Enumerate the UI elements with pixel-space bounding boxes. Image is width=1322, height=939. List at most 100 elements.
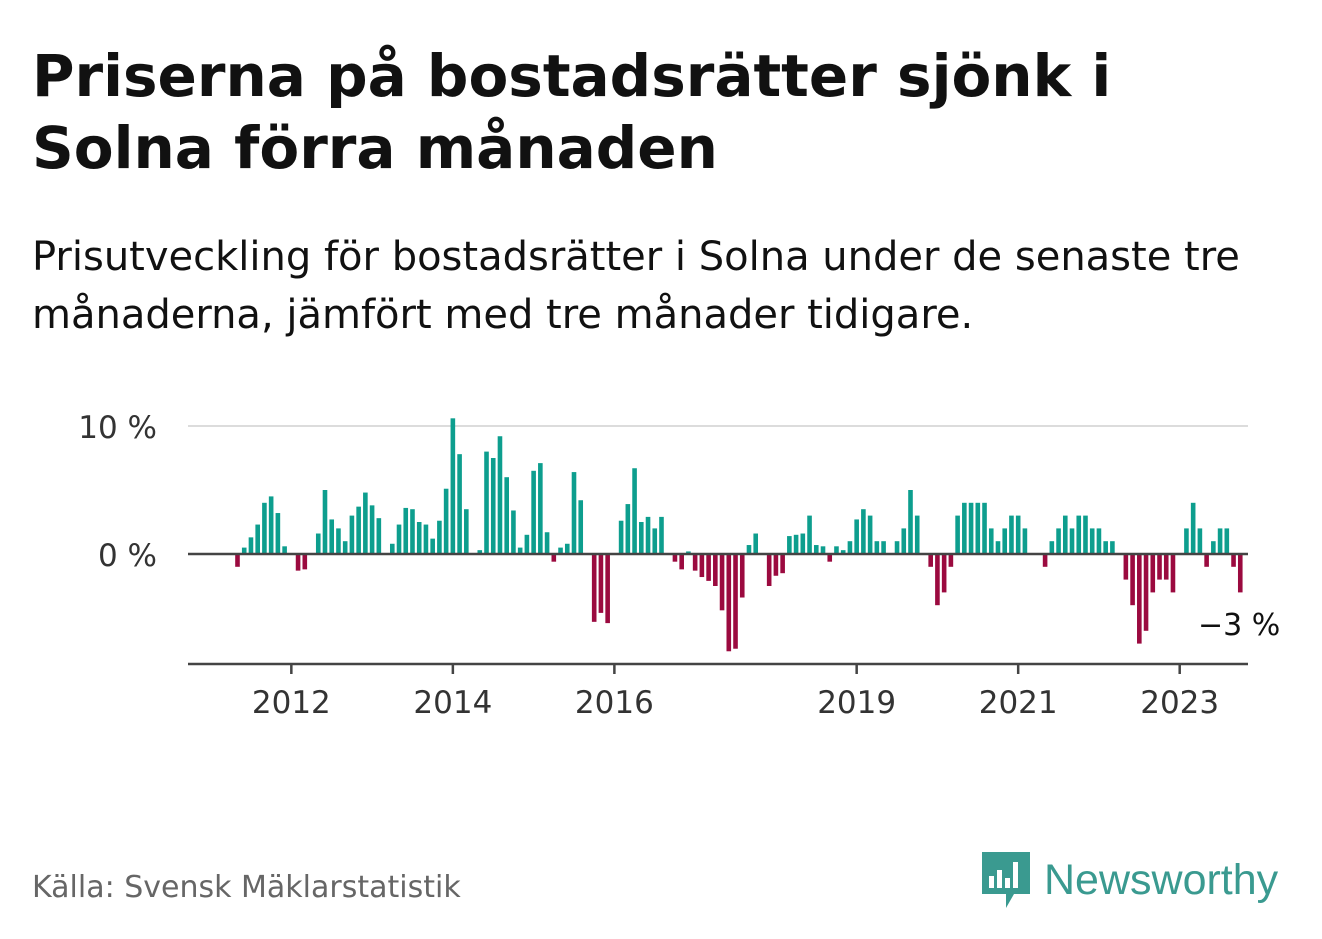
bar (820, 546, 826, 554)
bar (982, 502, 987, 554)
bar (773, 554, 779, 576)
bar (282, 546, 287, 554)
bar (322, 490, 328, 554)
bar (241, 547, 247, 554)
bar (928, 554, 933, 567)
bar (235, 554, 240, 567)
bar (988, 528, 994, 554)
bar (1009, 515, 1014, 554)
bar (645, 516, 651, 554)
bar (1137, 554, 1142, 644)
bar (369, 505, 375, 554)
bar (625, 504, 631, 554)
bar (672, 554, 678, 562)
bar (349, 515, 355, 554)
bar (962, 502, 967, 554)
bar (410, 509, 415, 554)
bar (598, 554, 604, 613)
bar (248, 537, 254, 554)
bar (571, 472, 577, 554)
bar (315, 533, 321, 554)
bar (262, 502, 267, 554)
bar (867, 515, 873, 554)
bar (558, 547, 563, 554)
bar (686, 551, 691, 554)
bar (1237, 554, 1243, 593)
bar (1231, 554, 1236, 567)
bar (1069, 528, 1075, 554)
bar (430, 538, 435, 554)
bar (1103, 541, 1108, 554)
bar (423, 524, 429, 554)
bar (874, 541, 880, 554)
bar (632, 468, 637, 554)
bar (268, 496, 274, 554)
bar (975, 502, 981, 554)
bar (1089, 528, 1095, 554)
bar (840, 550, 846, 554)
bar (1076, 515, 1082, 554)
x-tick-label: 2016 (575, 685, 654, 721)
bar (1157, 554, 1162, 580)
bar (1190, 502, 1196, 554)
bar (1204, 554, 1209, 567)
x-tick-label: 2014 (413, 685, 492, 721)
bar (295, 554, 301, 571)
chart-subtitle: Prisutveckling för bostadsrätter i Solna… (32, 234, 1240, 338)
bar (564, 543, 570, 554)
bar (255, 524, 260, 554)
axis-labels: 10 % 0 % 2012 2014 2016 2019 2021 2023 −3 % (78, 410, 1280, 721)
bar (517, 547, 523, 554)
bar (793, 534, 799, 554)
bar (1062, 515, 1068, 554)
source-note: Källa: Svensk Mäklarstatistik (32, 870, 461, 905)
bar (968, 502, 974, 554)
bar (854, 519, 859, 554)
bar (464, 509, 469, 554)
bar (1015, 515, 1021, 554)
bar (1002, 528, 1008, 554)
bar (389, 543, 395, 554)
bar (591, 554, 597, 622)
bar (1096, 528, 1102, 554)
bar (847, 541, 853, 554)
bar (1163, 554, 1169, 580)
bar (457, 454, 462, 554)
bar (497, 436, 503, 554)
bar (490, 458, 496, 554)
bar (1143, 554, 1149, 631)
bar (551, 554, 557, 562)
bar (342, 541, 348, 554)
bar (719, 554, 725, 611)
bar (511, 510, 516, 554)
bar (1184, 528, 1189, 554)
bar (713, 554, 718, 586)
bar (544, 532, 550, 554)
bar (706, 554, 711, 581)
bar (605, 554, 610, 624)
bar (652, 528, 658, 554)
y-tick-label: 0 % (98, 538, 157, 574)
bar (1197, 528, 1203, 554)
bar (1224, 528, 1230, 554)
y-tick-label: 10 % (78, 410, 157, 446)
bar (901, 528, 907, 554)
bar (692, 554, 698, 571)
bar (746, 545, 752, 554)
bar (766, 554, 772, 586)
last-value-label: −3 % (1198, 608, 1280, 643)
x-tick-label: 2019 (817, 685, 896, 721)
bar (787, 536, 792, 554)
bar (699, 554, 705, 578)
bar (531, 470, 536, 554)
bar (935, 554, 940, 606)
bar (807, 515, 812, 554)
bar (780, 554, 785, 574)
bar (881, 541, 886, 554)
bar (1110, 541, 1115, 554)
bar (1217, 528, 1223, 554)
bar (1049, 541, 1055, 554)
bar (834, 546, 839, 554)
bar (739, 554, 745, 598)
bar (356, 506, 361, 554)
